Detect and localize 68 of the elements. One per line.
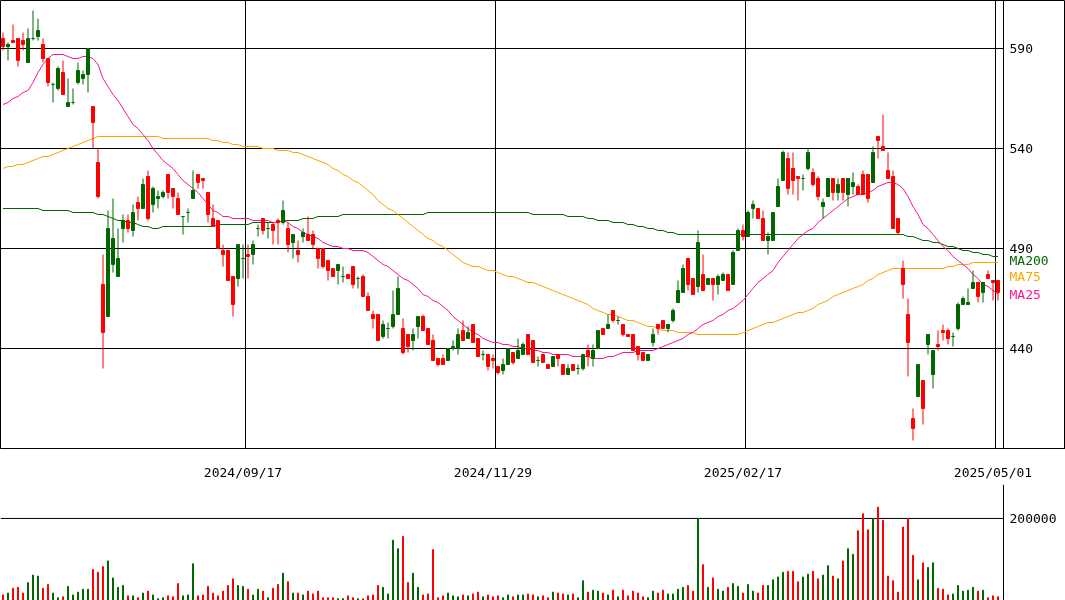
candlestick [981, 282, 985, 303]
candlestick [291, 234, 295, 259]
candlestick [876, 136, 880, 159]
candlestick [26, 28, 30, 63]
candlestick [821, 198, 825, 219]
candlestick [251, 240, 255, 265]
x-tick-label: 2025/05/01 [953, 464, 1033, 480]
y-tick-label: 440 [1009, 341, 1033, 356]
candlestick [36, 18, 40, 41]
candlestick [911, 408, 915, 441]
candlestick [836, 178, 840, 201]
candlestick [416, 316, 420, 339]
candlestick [1, 32, 5, 51]
series-label: MA200 [1009, 253, 1049, 268]
x-tick-label: 2024/11/29 [453, 464, 533, 480]
candlestick [61, 60, 65, 95]
candlestick [246, 244, 250, 279]
x-tick-label: 2025/02/17 [703, 464, 783, 480]
candlestick [751, 200, 755, 219]
candlestick [66, 78, 70, 107]
candlestick [741, 224, 745, 241]
candlestick [336, 264, 340, 285]
candlestick [936, 330, 940, 351]
candlestick [606, 314, 610, 329]
candlestick [831, 178, 835, 201]
candlestick [206, 192, 210, 223]
candlestick [736, 228, 740, 251]
candlestick [881, 114, 885, 151]
x-tick-label: 2024/09/17 [203, 464, 283, 480]
candlestick [141, 178, 145, 209]
candlestick [296, 240, 300, 263]
candlestick [556, 354, 560, 367]
text: 200000 [1009, 510, 1057, 526]
candlestick [806, 148, 810, 171]
candlestick [56, 66, 60, 91]
candlestick [971, 270, 975, 289]
candlestick [301, 228, 305, 243]
candlestick [461, 320, 465, 341]
candlestick [121, 214, 125, 243]
y-tick-label: 490 [1009, 241, 1033, 256]
candlestick [276, 218, 280, 245]
candlestick [6, 42, 10, 61]
line-series [2, 54, 999, 359]
line-series [2, 136, 999, 335]
candlestick [286, 222, 290, 253]
y-tick-label: 590 [1009, 41, 1033, 56]
candlestick [976, 282, 980, 303]
candlestick [271, 222, 275, 245]
candlestick [776, 178, 780, 207]
candlestick [136, 196, 140, 221]
candlestick [411, 328, 415, 351]
candlestick [591, 344, 595, 367]
y-tick-label: 540 [1009, 141, 1033, 156]
candlestick [701, 254, 705, 291]
candlestick [191, 170, 195, 199]
candlestick [841, 178, 845, 201]
candlestick [651, 328, 655, 347]
candlestick [586, 344, 590, 367]
candlestick [126, 214, 130, 233]
candlestick [926, 334, 930, 355]
candlestick [176, 192, 180, 215]
candlestick [931, 350, 935, 389]
candlestick [711, 278, 715, 301]
candlestick [91, 106, 95, 149]
candlestick [666, 324, 670, 333]
candlestick [901, 260, 905, 299]
series-label: MA25 [1009, 287, 1041, 302]
series-label: MA75 [1009, 269, 1041, 284]
